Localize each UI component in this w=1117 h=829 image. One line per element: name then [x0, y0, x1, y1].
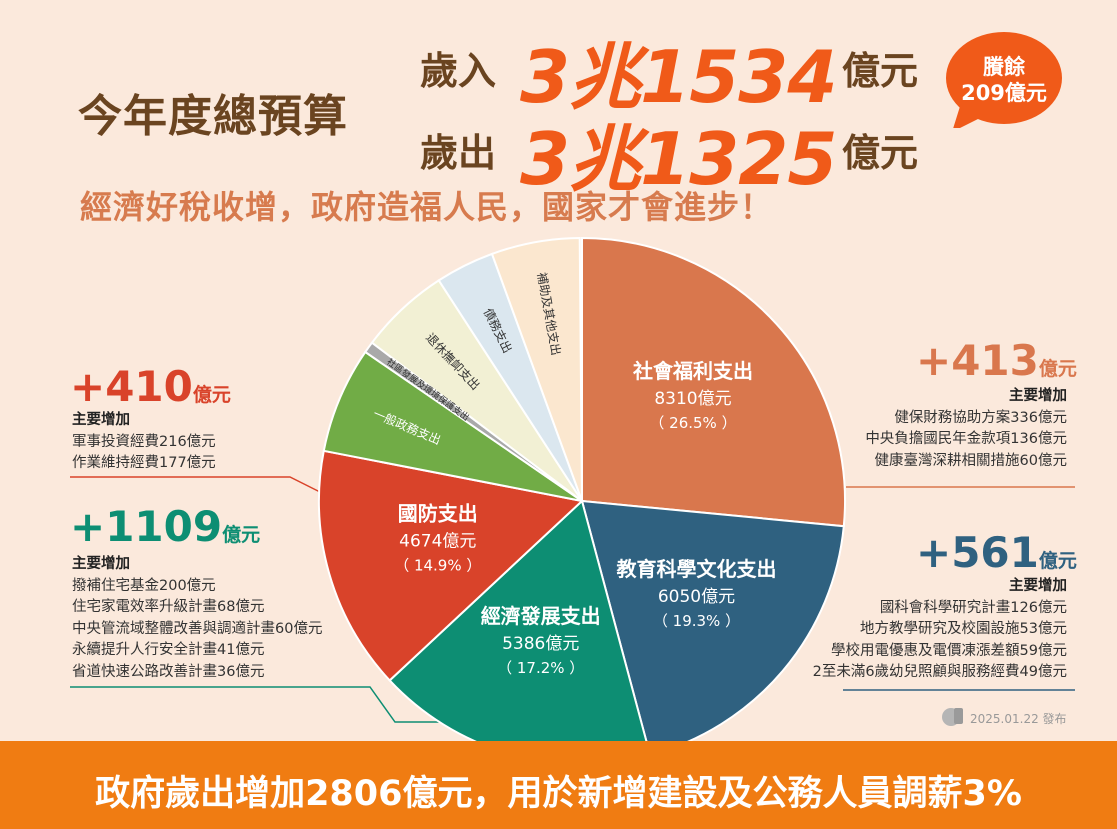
increase-social-welfare-details: 主要增加 健保財務協助方案336億元 中央負擔國民年金款項136億元 健康臺灣深…: [865, 386, 1067, 472]
surplus-bubble: [946, 32, 1062, 128]
revenue-label: 歲入: [420, 49, 497, 93]
increase-item: 2至未滿6歲幼兒照顧與服務經費49億元: [812, 664, 1067, 680]
increase-unit: 億元: [192, 384, 231, 406]
expenditure-unit: 億元: [842, 131, 919, 175]
slice-value: 5386億元: [502, 634, 579, 654]
expenditure-label: 歲出: [420, 131, 497, 175]
increase-item: 國科會科學研究計畫126億元: [879, 599, 1067, 616]
revenue-unit: 億元: [842, 49, 919, 93]
footer-text: 政府歲出增加2806億元，用於新增建設及公務人員調薪3%: [95, 774, 1022, 814]
increase-unit: 億元: [222, 524, 261, 546]
increase-education-details: 主要增加 國科會科學研究計畫126億元 地方教學研究及校園設施53億元 學校用電…: [813, 576, 1067, 684]
footer-banner: [0, 741, 1117, 829]
revenue-amount: 3兆1534: [520, 35, 837, 119]
increase-item: 作業維持經費177億元: [72, 455, 216, 471]
increase-economy: +1109億元: [70, 502, 260, 551]
pie-slice: [581, 236, 847, 528]
increase-unit: 億元: [1038, 550, 1077, 572]
surplus-amount: 209億元: [961, 81, 1047, 105]
increase-item: 軍事投資經費216億元: [72, 433, 216, 450]
slice-value: 4674億元: [399, 531, 476, 551]
dpp-logo-icon: [942, 708, 963, 726]
increase-amount: +413: [916, 336, 1039, 385]
publish-date: 2025.01.22 發布: [970, 712, 1067, 726]
increase-item: 永續提升人行安全計畫41億元: [72, 642, 265, 658]
increase-heading: 主要增加: [72, 412, 130, 428]
increase-unit: 億元: [1038, 358, 1077, 380]
slice-label: 國防支出: [398, 501, 478, 525]
slice-percent: （ 26.5% ）: [649, 414, 736, 432]
increase-heading: 主要增加: [72, 556, 130, 572]
surplus-label: 賸餘: [983, 55, 1025, 79]
slice-value: 8310億元: [654, 389, 731, 409]
surplus-text: 賸餘 209億元: [944, 54, 1064, 106]
pie-slice: [490, 236, 583, 502]
increase-heading: 主要增加: [1009, 578, 1067, 594]
slogan: 經濟好稅收增，政府造福人民，國家才會進步！: [80, 188, 774, 226]
increase-item: 健保財務協助方案336億元: [894, 409, 1067, 426]
slice-label: 經濟發展支出: [481, 604, 601, 628]
slice-label: 社會福利支出: [632, 359, 753, 383]
increase-amount: +1109: [70, 502, 223, 551]
increase-social-welfare: +413億元: [916, 336, 1077, 385]
increase-item: 住宅家電效率升級計畫68億元: [72, 599, 265, 615]
slice-percent: （ 17.2% ）: [497, 659, 584, 677]
slice-percent: （ 14.9% ）: [394, 556, 481, 574]
increase-item: 中央管流域整體改善與調適計畫60億元: [72, 620, 323, 637]
increase-defense-details: 主要增加 軍事投資經費216億元 作業維持經費177億元: [72, 410, 216, 475]
increase-economy-details: 主要增加 撥補住宅基金200億元 住宅家電效率升級計畫68億元 中央管流域整體改…: [72, 554, 322, 683]
slice-label: 教育科學文化支出: [617, 557, 777, 581]
expenditure-amount: 3兆1325: [520, 117, 837, 201]
increase-heading: 主要增加: [1009, 388, 1067, 404]
increase-item: 地方教學研究及校園設施53億元: [860, 621, 1067, 637]
pie-slice: [317, 449, 585, 682]
connector-lines: [70, 476, 1075, 723]
slice-percent: （ 19.3% ）: [653, 612, 740, 630]
increase-item: 學校用電優惠及電價凍漲差額59億元: [831, 642, 1067, 659]
increase-item: 中央負擔國民年金款項136億元: [865, 431, 1067, 447]
increase-defense: +410億元: [70, 362, 231, 411]
increase-item: 健康臺灣深耕相關措施60億元: [874, 452, 1067, 469]
increase-item: 撥補住宅基金200億元: [72, 577, 216, 594]
increase-amount: +561: [916, 528, 1039, 577]
slice-value: 6050億元: [658, 587, 735, 607]
page-title: 今年度總預算: [78, 91, 348, 142]
increase-education: +561億元: [916, 528, 1077, 577]
increase-amount: +410: [70, 362, 193, 411]
increase-item: 省道快速公路改善計畫36億元: [72, 663, 265, 680]
